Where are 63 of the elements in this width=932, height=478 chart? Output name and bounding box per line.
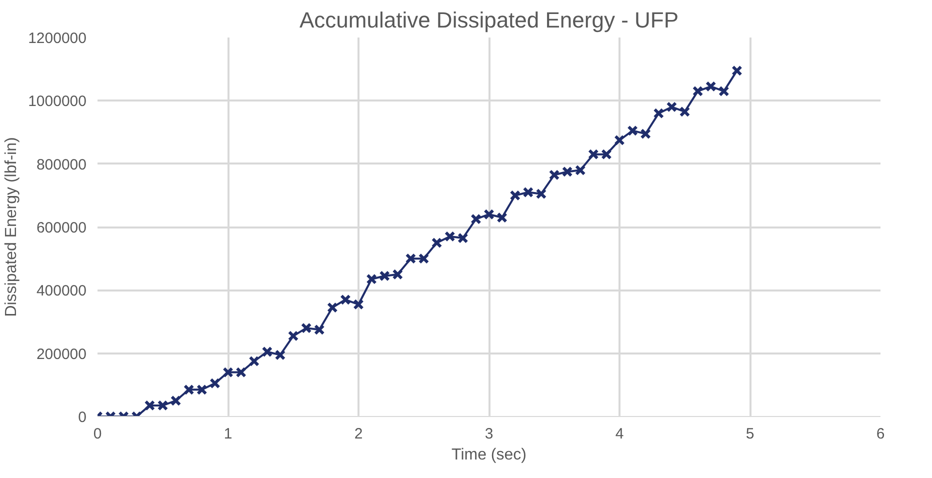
point: [484, 208, 494, 220]
y-tick-label: 200000: [36, 346, 87, 363]
y-tick-label: 1200000: [28, 30, 87, 47]
point: [157, 400, 168, 411]
point: [262, 346, 273, 358]
point: [314, 324, 325, 336]
point: [170, 395, 182, 406]
y-tick-label: 600000: [36, 220, 87, 236]
point: [144, 400, 156, 411]
point: [300, 322, 312, 334]
point: [732, 65, 742, 76]
point: [418, 253, 430, 264]
y-axis-title: Dissipated Energy (lbf-in): [3, 137, 20, 317]
point: [366, 274, 377, 284]
x-tick-label: 6: [876, 426, 885, 442]
point: [444, 231, 456, 242]
point: [392, 268, 404, 280]
point: [588, 148, 599, 160]
point: [248, 356, 260, 367]
point: [562, 166, 573, 178]
x-tick-label: 4: [615, 426, 624, 442]
point: [666, 102, 678, 112]
point: [274, 350, 286, 360]
point: [510, 190, 520, 201]
point: [522, 186, 534, 198]
point: [548, 170, 560, 180]
point: [640, 128, 651, 140]
point: [614, 134, 625, 146]
point: [692, 86, 704, 97]
y-tick-label: 0: [78, 409, 86, 426]
point: [536, 188, 547, 200]
point: [458, 232, 468, 244]
x-tick-label: 2: [354, 426, 363, 442]
x-tick-label: 1: [224, 426, 232, 442]
x-axis-title: Time (sec): [452, 446, 526, 464]
point: [222, 366, 234, 378]
chart-title: Accumulative Dissipated Energy - UFP: [299, 8, 679, 32]
point: [627, 125, 638, 136]
point: [705, 81, 716, 92]
point: [431, 237, 442, 248]
point: [601, 148, 612, 160]
point: [210, 378, 220, 389]
point: [718, 86, 730, 97]
point: [379, 270, 390, 282]
x-tick-label: 5: [746, 426, 754, 442]
y-tick-label: 400000: [36, 282, 87, 300]
x-tick-label: 0: [93, 426, 102, 442]
y-tick-label: 1000000: [28, 93, 87, 110]
x-tick-label: 3: [484, 426, 494, 442]
point: [496, 212, 508, 223]
point: [196, 384, 208, 396]
point: [288, 330, 299, 342]
point: [679, 106, 690, 118]
y-tick-label: 800000: [36, 156, 87, 174]
point: [327, 302, 338, 313]
point: [405, 253, 416, 264]
point: [340, 294, 351, 306]
point: [236, 366, 246, 378]
point: [470, 214, 482, 224]
point: [574, 164, 586, 176]
point: [183, 384, 194, 396]
point: [353, 298, 364, 310]
point: [653, 108, 664, 119]
